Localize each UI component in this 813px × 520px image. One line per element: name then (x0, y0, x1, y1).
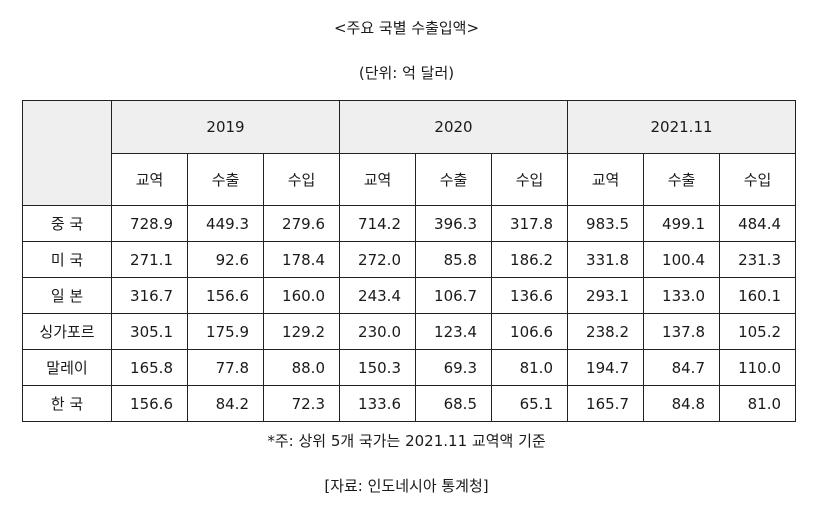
table-cell: 156.6 (187, 277, 264, 314)
table-cell: 160.0 (263, 277, 340, 314)
table-cell: 129.2 (263, 313, 340, 350)
table-cell: 279.6 (263, 205, 340, 242)
table-cell: 136.6 (491, 277, 568, 314)
country-label: 말레이 (22, 349, 112, 386)
table-cell: 106.6 (491, 313, 568, 350)
table-cell: 110.0 (718, 349, 797, 386)
column-header: 수출 (187, 153, 264, 206)
table-cell: 317.8 (491, 205, 568, 242)
table-cell: 133.6 (339, 385, 416, 422)
subheader-row: 교역 수출 수입 교역 수출 수입 교역 수출 수입 (23, 153, 797, 206)
table-cell: 165.7 (567, 385, 644, 422)
table-cell: 133.0 (643, 277, 720, 314)
table-row: 일 본 316.7 156.6 160.0 243.4 106.7 136.6 … (22, 277, 797, 314)
column-header: 수입 (263, 153, 340, 206)
table-cell: 72.3 (263, 385, 340, 422)
source-note: [자료: 인도네시아 통계청] (324, 477, 489, 495)
table-cell: 293.1 (567, 277, 644, 314)
column-header: 수입 (718, 153, 797, 206)
table-cell: 123.4 (415, 313, 492, 350)
table-cell: 230.0 (339, 313, 416, 350)
table-cell: 449.3 (187, 205, 264, 242)
year-header: 2021.11 (566, 100, 797, 154)
column-header: 수출 (643, 153, 720, 206)
table-cell: 271.1 (111, 241, 188, 278)
table-cell: 272.0 (339, 241, 416, 278)
country-label: 일 본 (22, 277, 112, 314)
country-label: 중 국 (22, 205, 112, 242)
table-cell: 68.5 (415, 385, 492, 422)
table-cell: 186.2 (491, 241, 568, 278)
table-cell: 137.8 (643, 313, 720, 350)
table-cell: 100.4 (643, 241, 720, 278)
table-cell: 231.3 (718, 241, 797, 278)
column-header: 수입 (491, 153, 568, 206)
table-cell: 150.3 (339, 349, 416, 386)
table-cell: 160.1 (718, 277, 797, 314)
table-cell: 983.5 (567, 205, 644, 242)
table-cell: 238.2 (567, 313, 644, 350)
table-cell: 105.2 (718, 313, 797, 350)
table-cell: 175.9 (187, 313, 264, 350)
table-cell: 305.1 (111, 313, 188, 350)
unit-label: (단위: 억 달러) (358, 64, 455, 82)
corner-cell (22, 100, 112, 206)
table-cell: 65.1 (491, 385, 568, 422)
table-cell: 178.4 (263, 241, 340, 278)
table-cell: 84.7 (643, 349, 720, 386)
table-row: 미 국 271.1 92.6 178.4 272.0 85.8 186.2 33… (22, 241, 797, 278)
country-label: 한 국 (22, 385, 112, 422)
column-header: 교역 (567, 153, 644, 206)
table-cell: 331.8 (567, 241, 644, 278)
table-row: 말레이 165.8 77.8 88.0 150.3 69.3 81.0 194.… (22, 349, 797, 386)
country-label: 미 국 (22, 241, 112, 278)
table-cell: 499.1 (643, 205, 720, 242)
year-header-row: 2019 2020 2021.11 (22, 100, 797, 206)
table-cell: 77.8 (187, 349, 264, 386)
table-cell: 84.8 (643, 385, 720, 422)
table-row: 한 국 156.6 84.2 72.3 133.6 68.5 65.1 165.… (22, 385, 797, 422)
footnote: *주: 상위 5개 국가는 2021.11 교역액 기준 (267, 432, 546, 450)
column-header: 교역 (339, 153, 416, 206)
column-header: 수출 (415, 153, 492, 206)
year-header: 2020 (339, 100, 568, 154)
table-cell: 85.8 (415, 241, 492, 278)
table-cell: 165.8 (111, 349, 188, 386)
table-cell: 69.3 (415, 349, 492, 386)
table-row: 싱가포르 305.1 175.9 129.2 230.0 123.4 106.6… (22, 313, 797, 350)
table-cell: 106.7 (415, 277, 492, 314)
table-title: <주요 국별 수출입액> (333, 19, 480, 37)
country-label: 싱가포르 (22, 313, 112, 350)
trade-table: 2019 2020 2021.11 교역 수출 수입 교역 수출 수입 교역 수… (22, 100, 797, 422)
table-cell: 88.0 (263, 349, 340, 386)
column-header: 교역 (111, 153, 188, 206)
table-cell: 84.2 (187, 385, 264, 422)
table-cell: 396.3 (415, 205, 492, 242)
table-cell: 243.4 (339, 277, 416, 314)
table-cell: 156.6 (111, 385, 188, 422)
table-cell: 714.2 (339, 205, 416, 242)
year-header: 2019 (111, 100, 340, 154)
table-cell: 316.7 (111, 277, 188, 314)
table-cell: 484.4 (718, 205, 797, 242)
table-cell: 194.7 (567, 349, 644, 386)
table-cell: 92.6 (187, 241, 264, 278)
table-cell: 81.0 (491, 349, 568, 386)
table-cell: 81.0 (718, 385, 797, 422)
table-row: 중 국 728.9 449.3 279.6 714.2 396.3 317.8 … (22, 205, 797, 242)
table-cell: 728.9 (111, 205, 188, 242)
